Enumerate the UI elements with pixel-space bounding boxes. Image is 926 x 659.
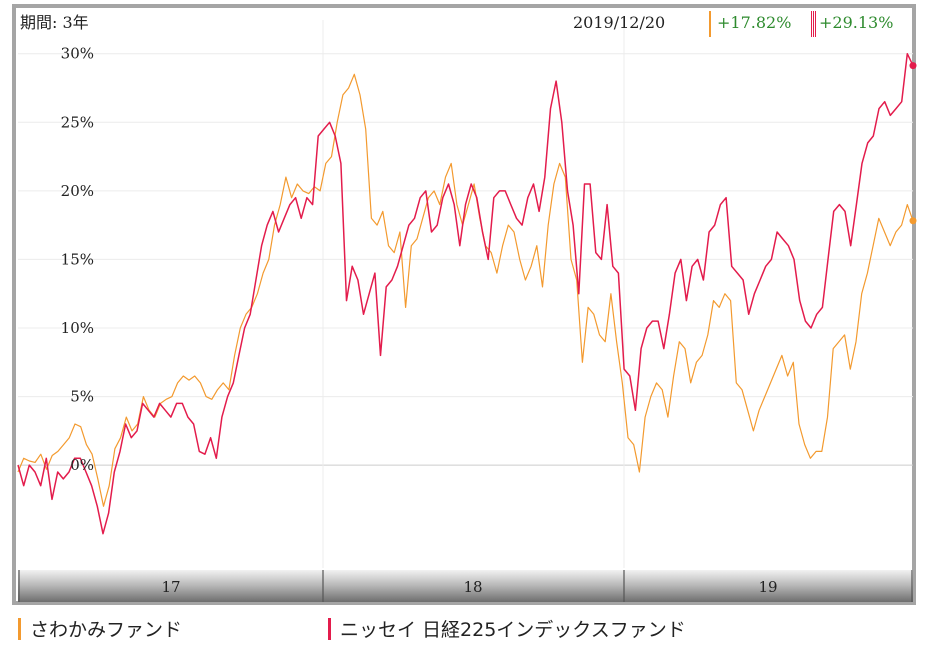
- series-line-1: [17, 73, 914, 507]
- series1-change-value: +17.82%: [717, 13, 792, 32]
- series2-change-value: +29.13%: [819, 13, 894, 32]
- chart-frame: [12, 4, 916, 605]
- legend-label-series2: ニッセイ 日経225インデックスファンド: [340, 619, 686, 641]
- x-tick-label: 18: [463, 578, 482, 596]
- series-lines: [17, 52, 917, 535]
- y-tick-label: 20%: [61, 182, 94, 200]
- y-tick-label: 25%: [61, 113, 94, 131]
- legend-swatch-series2: [328, 618, 331, 640]
- series1-change-marker: [709, 11, 711, 37]
- grid: [18, 20, 913, 568]
- y-tick-label: 15%: [61, 250, 94, 268]
- y-tick-label: 10%: [61, 319, 94, 337]
- y-tick-label: 5%: [70, 388, 94, 406]
- x-axis-band: [18, 570, 913, 602]
- x-axis-band-bg: [18, 570, 913, 602]
- tick-labels: 30% 25% 20% 15% 10% 5% 0% 17 18 19: [61, 45, 778, 596]
- series-end-point-2: [909, 62, 917, 70]
- date-readout: 2019/12/20: [573, 13, 666, 32]
- legend-item-series1[interactable]: さわかみファンド: [18, 615, 182, 642]
- y-tick-label: 0%: [70, 456, 94, 474]
- series2-change-marker: [811, 11, 816, 37]
- x-tick-label: 19: [758, 578, 777, 596]
- legend-item-series2[interactable]: ニッセイ 日経225インデックスファンド: [328, 615, 686, 642]
- series-line-2: [17, 52, 914, 535]
- series1-change: +17.82%: [709, 11, 792, 37]
- period-label: 期間: 3年: [20, 13, 89, 32]
- legend-swatch-series1: [18, 618, 21, 640]
- series2-change: +29.13%: [811, 11, 894, 37]
- series-end-point-1: [909, 217, 917, 225]
- y-tick-label: 30%: [61, 45, 94, 63]
- x-tick-label: 17: [161, 578, 180, 596]
- legend-label-series1: さわかみファンド: [30, 619, 183, 641]
